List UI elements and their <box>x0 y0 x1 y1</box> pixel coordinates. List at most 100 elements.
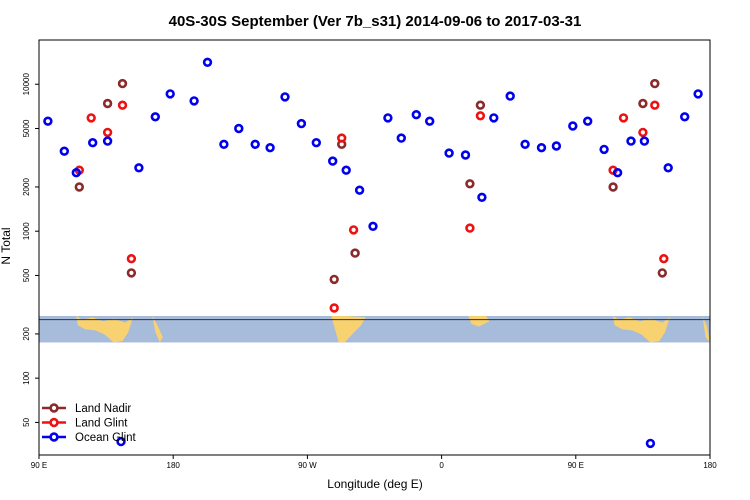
data-point <box>568 121 578 131</box>
x-tick-label: 90 W <box>298 461 317 470</box>
land-new-zealand-1 <box>152 316 163 343</box>
data-point <box>348 225 359 235</box>
series-land-nadir <box>74 78 667 285</box>
data-point <box>612 168 623 178</box>
y-axis: 50 100 200 500 1000 2000 5000 10000 <box>22 73 39 427</box>
data-point <box>582 116 593 126</box>
data-point <box>505 91 515 101</box>
data-point <box>551 141 562 151</box>
data-point <box>645 438 656 449</box>
data-point <box>43 116 53 126</box>
data-point <box>465 223 475 233</box>
data-point <box>202 57 213 67</box>
data-point <box>102 98 113 109</box>
series-land-glint <box>74 100 669 313</box>
legend-label: Land Glint <box>75 418 128 430</box>
x-tick-label: 90 E <box>568 461 584 470</box>
y-tick-label: 1000 <box>22 222 31 240</box>
data-point <box>265 143 275 153</box>
land-new-zealand-2 <box>702 316 710 343</box>
legend-marker <box>49 417 59 428</box>
data-point <box>296 118 307 129</box>
land-south-america <box>331 316 366 343</box>
legend-marker <box>49 432 59 442</box>
y-tick-label: 2000 <box>22 178 31 196</box>
y-tick-label: 10000 <box>22 73 31 96</box>
data-point <box>638 98 648 109</box>
data-point <box>444 148 454 158</box>
data-point <box>102 127 113 138</box>
data-point <box>618 113 629 123</box>
data-point <box>663 163 673 173</box>
data-points <box>43 57 703 449</box>
data-point <box>650 78 660 89</box>
data-point <box>86 113 96 123</box>
data-point <box>311 138 321 148</box>
data-point <box>608 182 618 192</box>
data-point <box>329 303 339 313</box>
data-point <box>250 139 260 150</box>
data-point <box>639 136 650 146</box>
data-point <box>460 150 471 160</box>
data-point <box>477 192 487 203</box>
data-point <box>599 144 609 155</box>
x-tick-label: 0 <box>439 461 444 470</box>
data-point <box>74 182 85 192</box>
world-map-band <box>39 315 710 343</box>
data-point <box>126 268 137 278</box>
y-tick-label: 50 <box>22 417 31 426</box>
data-point <box>657 268 667 278</box>
data-point <box>354 185 365 195</box>
data-point <box>189 96 199 106</box>
data-point <box>368 221 378 232</box>
data-point <box>150 112 161 122</box>
x-tick-label: 180 <box>167 461 181 470</box>
land-africa <box>468 316 490 327</box>
data-point <box>59 146 70 156</box>
data-point <box>679 112 690 122</box>
land-australia-2 <box>613 316 670 343</box>
data-point <box>465 179 475 189</box>
data-point <box>536 143 547 153</box>
data-point <box>102 136 113 146</box>
data-point <box>165 89 175 99</box>
data-point <box>350 248 360 258</box>
y-axis-title: N Total <box>0 227 13 264</box>
y-tick-label: 100 <box>22 371 31 385</box>
data-point <box>520 139 530 150</box>
data-point <box>383 113 393 123</box>
data-point <box>87 138 98 148</box>
y-tick-label: 200 <box>22 327 31 341</box>
data-point <box>117 100 128 110</box>
data-point <box>280 92 290 102</box>
x-axis: 90 E 180 90 W 0 90 E 180 <box>31 455 717 470</box>
data-point <box>693 89 703 99</box>
data-point <box>638 127 648 138</box>
y-tick-label: 5000 <box>22 119 31 137</box>
data-point <box>134 163 144 173</box>
data-point <box>650 100 660 110</box>
x-tick-label: 90 E <box>31 461 47 470</box>
data-point <box>475 111 486 121</box>
data-point <box>489 113 499 123</box>
data-point <box>116 436 126 447</box>
legend-label: Land Nadir <box>75 403 131 415</box>
data-point <box>337 133 347 143</box>
data-point <box>71 168 82 178</box>
x-tick-label: 180 <box>703 461 717 470</box>
series-ocean-glint <box>43 57 703 449</box>
data-point <box>117 78 128 89</box>
data-point <box>329 274 339 285</box>
chart-title: 40S-30S September (Ver 7b_s31) 2014-09-0… <box>169 13 582 30</box>
legend-label: Ocean Glint <box>75 432 137 444</box>
data-point <box>126 254 137 264</box>
data-point <box>425 116 435 126</box>
data-point <box>234 123 244 134</box>
data-point <box>219 139 229 150</box>
plot-frame <box>38 39 711 456</box>
legend: Land Nadir Land Glint Ocean Glint <box>42 403 137 444</box>
data-point <box>396 133 406 143</box>
data-point <box>475 100 486 110</box>
legend-marker <box>49 403 59 413</box>
